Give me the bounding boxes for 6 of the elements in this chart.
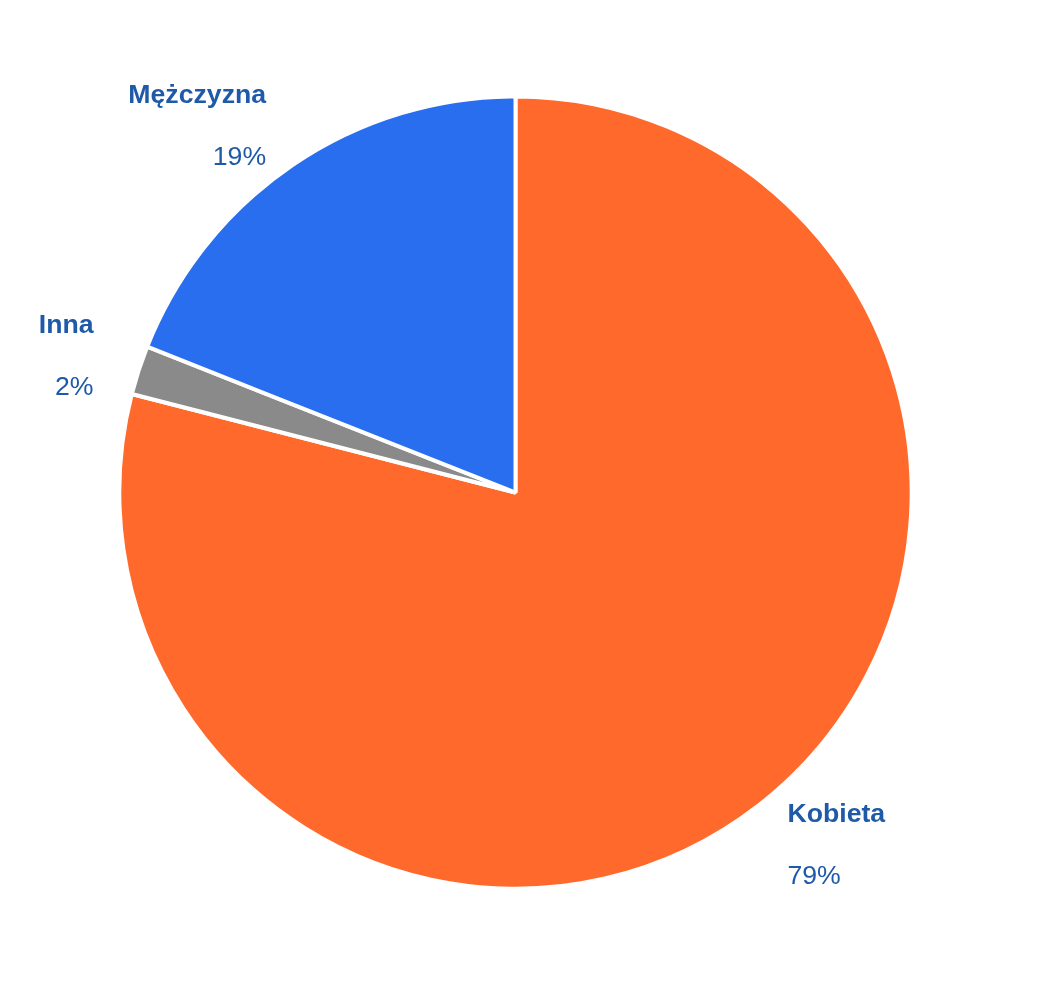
slice-label: Inna	[38, 309, 94, 340]
data-label: 79%	[787, 859, 841, 890]
slice-label: Mężczyzna	[128, 79, 267, 110]
slice-label: Kobieta	[787, 797, 886, 828]
data-label: 19%	[212, 140, 267, 171]
data-label: 2%	[55, 371, 94, 402]
